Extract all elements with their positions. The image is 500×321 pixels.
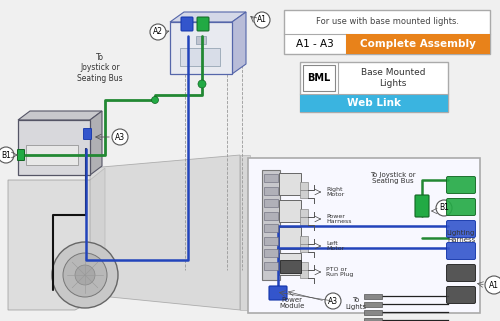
FancyBboxPatch shape xyxy=(264,199,278,207)
Circle shape xyxy=(112,129,128,145)
Circle shape xyxy=(198,80,206,88)
Text: Web Link: Web Link xyxy=(347,98,401,108)
Text: A1: A1 xyxy=(489,281,499,290)
Polygon shape xyxy=(18,111,102,120)
Polygon shape xyxy=(170,12,246,22)
FancyBboxPatch shape xyxy=(364,294,382,299)
Text: To
Lights: To Lights xyxy=(346,297,366,309)
Text: Base Mounted
Lights: Base Mounted Lights xyxy=(361,68,425,88)
FancyBboxPatch shape xyxy=(300,270,308,278)
Polygon shape xyxy=(90,111,102,175)
FancyBboxPatch shape xyxy=(300,262,308,270)
FancyBboxPatch shape xyxy=(279,227,301,249)
Circle shape xyxy=(325,293,341,309)
FancyBboxPatch shape xyxy=(264,237,278,245)
FancyBboxPatch shape xyxy=(300,190,308,198)
Polygon shape xyxy=(90,155,240,310)
Text: To
Joystick or
Seating Bus: To Joystick or Seating Bus xyxy=(77,53,123,83)
Text: A1 - A3: A1 - A3 xyxy=(296,39,334,49)
FancyBboxPatch shape xyxy=(264,174,278,182)
FancyBboxPatch shape xyxy=(26,145,78,165)
Text: Power
Harness: Power Harness xyxy=(326,213,351,224)
Polygon shape xyxy=(18,120,90,175)
FancyBboxPatch shape xyxy=(446,287,476,303)
FancyBboxPatch shape xyxy=(300,244,308,252)
FancyBboxPatch shape xyxy=(364,310,382,315)
FancyBboxPatch shape xyxy=(279,253,301,275)
FancyBboxPatch shape xyxy=(300,182,308,190)
Circle shape xyxy=(436,200,452,216)
Polygon shape xyxy=(8,168,105,310)
FancyBboxPatch shape xyxy=(264,262,278,270)
Circle shape xyxy=(152,97,158,103)
FancyBboxPatch shape xyxy=(280,259,300,273)
FancyBboxPatch shape xyxy=(264,212,278,220)
Text: PTO or
Run Plug: PTO or Run Plug xyxy=(326,267,353,277)
Text: Left
Motor: Left Motor xyxy=(326,241,344,251)
FancyBboxPatch shape xyxy=(364,318,382,321)
FancyBboxPatch shape xyxy=(346,34,490,54)
FancyBboxPatch shape xyxy=(264,187,278,195)
FancyBboxPatch shape xyxy=(180,48,220,66)
FancyBboxPatch shape xyxy=(264,249,278,257)
FancyBboxPatch shape xyxy=(446,265,476,282)
FancyBboxPatch shape xyxy=(303,65,335,91)
Text: For use with base mounted lights.: For use with base mounted lights. xyxy=(316,18,458,27)
Text: B1: B1 xyxy=(1,151,11,160)
FancyBboxPatch shape xyxy=(446,198,476,215)
Text: A1: A1 xyxy=(257,15,267,24)
Circle shape xyxy=(63,253,107,297)
Text: Lighting
Harness: Lighting Harness xyxy=(447,230,475,244)
Circle shape xyxy=(75,265,95,285)
FancyBboxPatch shape xyxy=(300,217,308,225)
Text: To Joystick or
Seating Bus: To Joystick or Seating Bus xyxy=(370,171,416,185)
Text: BML: BML xyxy=(308,73,330,83)
FancyBboxPatch shape xyxy=(269,286,287,300)
Text: A3: A3 xyxy=(328,297,338,306)
Circle shape xyxy=(0,147,14,163)
Polygon shape xyxy=(170,22,232,74)
FancyBboxPatch shape xyxy=(264,224,278,232)
Circle shape xyxy=(485,276,500,294)
FancyBboxPatch shape xyxy=(196,36,206,44)
FancyBboxPatch shape xyxy=(284,10,490,54)
Text: B1: B1 xyxy=(439,204,449,213)
FancyBboxPatch shape xyxy=(446,221,476,238)
Text: Right
Motor: Right Motor xyxy=(326,187,344,197)
FancyBboxPatch shape xyxy=(18,150,24,160)
Text: A3: A3 xyxy=(115,133,125,142)
Text: Power
Module: Power Module xyxy=(280,297,304,309)
FancyBboxPatch shape xyxy=(446,242,476,259)
FancyBboxPatch shape xyxy=(279,200,301,222)
FancyBboxPatch shape xyxy=(262,170,280,280)
FancyBboxPatch shape xyxy=(300,94,448,112)
Circle shape xyxy=(52,242,118,308)
Text: Complete Assembly: Complete Assembly xyxy=(360,39,476,49)
Text: A2: A2 xyxy=(153,28,163,37)
FancyBboxPatch shape xyxy=(197,17,209,31)
FancyBboxPatch shape xyxy=(181,17,193,31)
Circle shape xyxy=(254,12,270,28)
FancyBboxPatch shape xyxy=(84,128,92,140)
FancyBboxPatch shape xyxy=(415,195,429,217)
FancyBboxPatch shape xyxy=(364,302,382,307)
Polygon shape xyxy=(232,12,246,74)
Circle shape xyxy=(150,24,166,40)
FancyBboxPatch shape xyxy=(300,62,448,112)
FancyBboxPatch shape xyxy=(446,177,476,194)
FancyBboxPatch shape xyxy=(279,173,301,195)
FancyBboxPatch shape xyxy=(248,158,480,313)
Polygon shape xyxy=(240,155,250,310)
FancyBboxPatch shape xyxy=(300,209,308,217)
FancyBboxPatch shape xyxy=(300,236,308,244)
